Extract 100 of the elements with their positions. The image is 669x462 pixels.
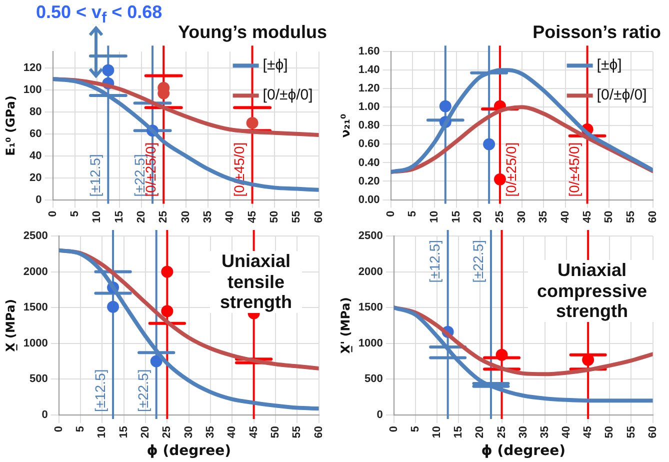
x-tick-label: 35 xyxy=(202,210,214,224)
x-tick-label: 20 xyxy=(140,426,152,438)
x-tick-label: 35 xyxy=(538,210,550,224)
x-tick-label: 0 xyxy=(46,210,59,217)
y-tick-label: 1.20 xyxy=(358,82,380,95)
y-tick-label: 2500 xyxy=(23,230,48,242)
x-tick-label: 5 xyxy=(409,426,422,432)
x-axis-title: ϕ (degree) xyxy=(146,443,231,460)
x-tick-label: 0 xyxy=(52,426,65,432)
x-tick-label: 60 xyxy=(646,210,659,224)
x-tick-label: 45 xyxy=(581,210,594,224)
x-tick-label: 25 xyxy=(161,426,174,438)
y-tick-label: 80 xyxy=(30,106,42,118)
x-tick-label: 30 xyxy=(182,426,195,438)
y-tick-label: 0 xyxy=(376,408,383,421)
x-tick-label: 40 xyxy=(560,426,573,438)
x-tick-label: 10 xyxy=(91,210,104,224)
y-tick-label: 500 xyxy=(30,373,48,386)
annotation: Uniaxial compressive strength xyxy=(528,260,656,322)
y-tick-label: 0 xyxy=(42,408,48,421)
x-axis-title: ϕ (degree) xyxy=(481,443,566,460)
legend-label: [±ϕ] xyxy=(596,56,622,74)
x-tick-label: 25 xyxy=(496,426,508,438)
x-tick-label: 40 xyxy=(224,210,236,224)
chart-title: Poisson’s ratio xyxy=(532,22,661,42)
x-tick-label: 10 xyxy=(431,426,444,438)
x-tick-label: 50 xyxy=(268,210,280,224)
x-tick-label: 45 xyxy=(246,210,258,224)
y-tick-label: 2000 xyxy=(23,266,48,278)
y-tick-label: 2500 xyxy=(358,230,383,242)
x-tick-label: 45 xyxy=(582,426,594,438)
x-tick-label: 35 xyxy=(204,426,217,438)
x-tick-label: 0 xyxy=(384,210,397,217)
y-tick-label: 1.00 xyxy=(358,101,380,114)
y-tick-label: 1.60 xyxy=(358,46,380,58)
y-tick-label: 1000 xyxy=(23,337,48,350)
x-tick-label: 5 xyxy=(74,426,87,432)
ref-line-label: [±12.5] xyxy=(87,154,104,197)
y-tick-label: 1.40 xyxy=(358,64,380,76)
ref-line-label: [±22.5] xyxy=(470,240,486,283)
y-tick-label: 2000 xyxy=(358,266,383,278)
y-axis-title: E₁⁰ (GPa) xyxy=(3,96,18,156)
x-tick-label: 45 xyxy=(248,426,260,438)
chart-title: Young’s modulus xyxy=(178,22,327,42)
x-tick-label: 30 xyxy=(517,426,530,438)
legend-label: [0/±ϕ/0] xyxy=(262,86,313,104)
y-tick-label: 0.00 xyxy=(358,194,380,206)
ref-line-label: [±22.5] xyxy=(135,369,152,412)
y-tick-label: 1500 xyxy=(358,302,383,314)
x-tick-label: 30 xyxy=(180,210,192,224)
y-tick-label: 120 xyxy=(23,62,42,74)
ref-line-label: [0/±45/0] xyxy=(566,142,582,197)
y-tick-label: 60 xyxy=(30,128,42,140)
x-tick-label: 20 xyxy=(135,210,148,224)
x-tick-label: 60 xyxy=(646,426,659,438)
y-axis-title: X̲ (MPa) xyxy=(3,299,18,352)
x-tick-label: 50 xyxy=(603,210,616,224)
y-tick-label: 20 xyxy=(30,172,42,184)
ref-line-label: [0/±25/0] xyxy=(502,142,519,197)
y-tick-label: 0.60 xyxy=(358,138,380,150)
x-tick-label: 0 xyxy=(388,426,400,432)
x-tick-label: 30 xyxy=(516,210,528,224)
ref-line-label: [±12.5] xyxy=(92,369,108,412)
y-tick-label: 0.40 xyxy=(358,156,380,169)
y-axis-title: ν₂₁⁰ xyxy=(338,114,352,138)
y-tick-label: 100 xyxy=(23,84,42,96)
legend-label: [0/±ϕ/0] xyxy=(596,86,647,104)
x-tick-label: 5 xyxy=(68,210,81,217)
x-tick-label: 50 xyxy=(604,426,616,438)
y-tick-label: 1000 xyxy=(358,337,383,350)
x-tick-label: 10 xyxy=(428,210,441,224)
x-tick-label: 15 xyxy=(452,426,465,438)
y-tick-label: 40 xyxy=(30,150,42,162)
y-axis-title: X̲' (MPa) xyxy=(338,297,352,354)
annotation: Uniaxial tensile strength xyxy=(210,251,302,314)
x-tick-label: 40 xyxy=(560,210,572,224)
x-tick-label: 25 xyxy=(158,210,170,224)
x-tick-label: 25 xyxy=(494,210,506,224)
x-tick-label: 40 xyxy=(226,426,238,438)
x-tick-label: 35 xyxy=(538,426,551,438)
x-tick-label: 15 xyxy=(450,210,462,224)
y-tick-label: 1500 xyxy=(23,302,48,314)
x-tick-label: 20 xyxy=(474,426,486,438)
y-tick-label: 0.80 xyxy=(358,120,380,132)
x-tick-label: 60 xyxy=(312,426,325,438)
x-tick-label: 55 xyxy=(625,426,638,438)
x-tick-label: 10 xyxy=(96,426,108,438)
text: 0.50 < v$_{f}$ < 0.68 xyxy=(36,2,162,27)
x-tick-label: 15 xyxy=(113,210,126,224)
x-tick-label: 60 xyxy=(312,210,325,224)
y-tick-label: 500 xyxy=(364,373,383,386)
y-tick-label: 0.20 xyxy=(358,175,380,188)
ref-line-label: [0/±45/0] xyxy=(231,142,248,197)
x-tick-label: 55 xyxy=(625,210,637,224)
x-tick-label: 5 xyxy=(406,210,419,217)
y-tick-label: 0 xyxy=(36,194,42,206)
legend-label: [±ϕ] xyxy=(262,56,288,74)
x-tick-label: 55 xyxy=(290,210,303,224)
x-tick-label: 15 xyxy=(118,426,130,438)
x-tick-label: 20 xyxy=(472,210,484,224)
